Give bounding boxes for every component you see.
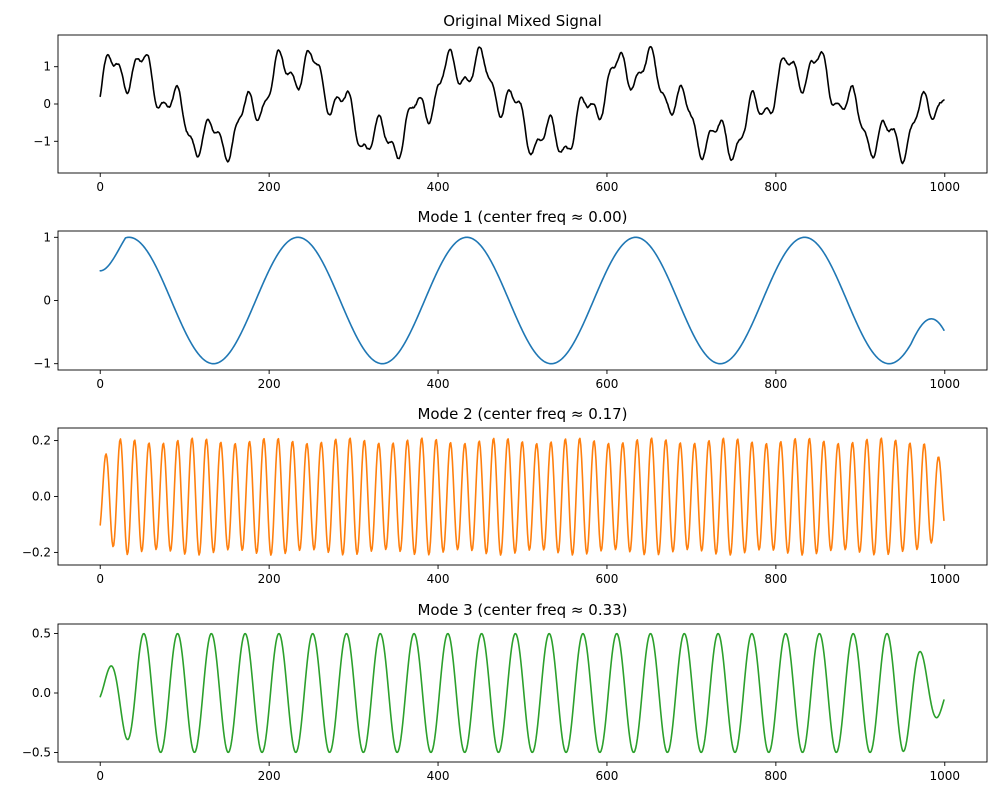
y-tick-label: −0.5 <box>22 745 51 759</box>
y-tick-label: 0 <box>43 97 51 111</box>
x-tick-label: 400 <box>427 377 450 391</box>
y-tick-label: 0.0 <box>32 686 51 700</box>
x-tick-label: 200 <box>258 377 281 391</box>
subplot-1: Original Mixed Signal 0 200 400 600 800 1000 −1… <box>33 12 988 194</box>
x-tick-label: 200 <box>258 572 281 586</box>
y-tick-label: −0.2 <box>22 545 51 559</box>
x-tick-label: 0 <box>96 377 104 391</box>
x-tick-label: 600 <box>596 572 619 586</box>
x-tick-label: 1000 <box>929 769 960 783</box>
series-line <box>99 632 945 754</box>
x-tick-label: 800 <box>764 572 787 586</box>
x-tick-label: 800 <box>764 180 787 194</box>
x-tick-label: 800 <box>764 769 787 783</box>
subplot-2: Mode 1 (center freq ≈ 0.00) 0 200 400 600 800… <box>33 208 988 391</box>
y-tick-label: 0 <box>43 294 51 308</box>
series-line <box>99 437 945 556</box>
x-tick-label: 400 <box>427 180 450 194</box>
x-tick-label: 1000 <box>929 572 960 586</box>
y-tick-label: 1 <box>43 230 51 244</box>
x-tick-label: 600 <box>596 377 619 391</box>
y-tick-label: 0.2 <box>32 434 51 448</box>
subplot-4: Mode 3 (center freq ≈ 0.33) 0 200 400 600 800… <box>22 601 988 783</box>
subplot-3: Mode 2 (center freq ≈ 0.17) 0 200 400 600 800… <box>22 405 988 586</box>
x-tick-label: 600 <box>596 180 619 194</box>
y-tick-label: 1 <box>43 60 51 74</box>
x-tick-label: 800 <box>764 377 787 391</box>
x-tick-label: 0 <box>96 572 104 586</box>
y-tick-label: 0.5 <box>32 627 51 641</box>
y-tick-label: −1 <box>33 134 51 148</box>
x-tick-label: 600 <box>596 769 619 783</box>
x-tick-label: 400 <box>427 769 450 783</box>
y-tick-label: 0.0 <box>32 490 51 504</box>
subplot-title: Original Mixed Signal <box>443 12 602 30</box>
x-tick-label: 400 <box>427 572 450 586</box>
y-tick-label: −1 <box>33 357 51 371</box>
series-line <box>99 236 945 365</box>
series-line <box>99 45 945 165</box>
subplot-title: Mode 3 (center freq ≈ 0.33) <box>417 601 627 619</box>
subplot-title: Mode 2 (center freq ≈ 0.17) <box>417 405 627 423</box>
subplot-title: Mode 1 (center freq ≈ 0.00) <box>417 208 627 226</box>
axes-frame <box>57 34 988 174</box>
x-tick-label: 0 <box>96 180 104 194</box>
x-tick-label: 200 <box>258 769 281 783</box>
x-tick-label: 200 <box>258 180 281 194</box>
x-tick-label: 1000 <box>929 377 960 391</box>
x-tick-label: 0 <box>96 769 104 783</box>
x-tick-label: 1000 <box>929 180 960 194</box>
